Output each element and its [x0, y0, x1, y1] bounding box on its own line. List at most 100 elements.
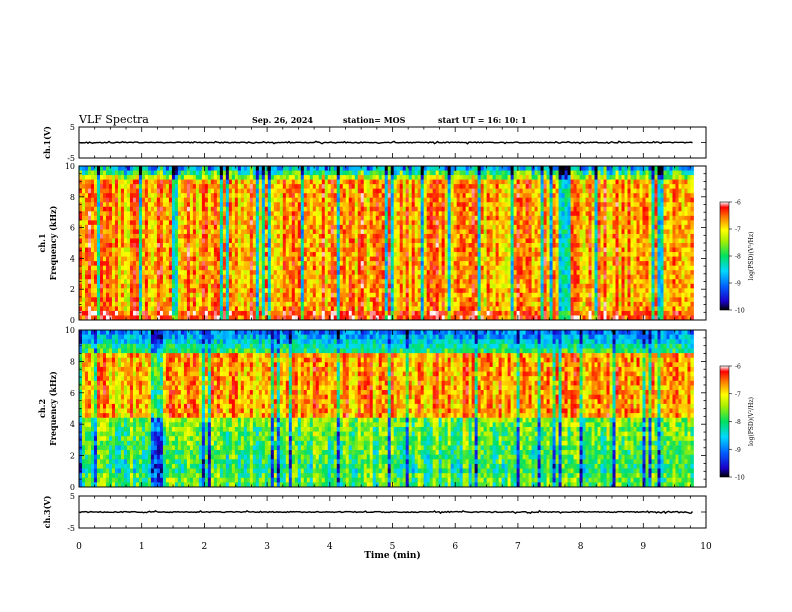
spectrogram-cell: [372, 288, 377, 294]
spectrogram-cell: [495, 229, 500, 235]
spectrogram-cell: [294, 166, 299, 171]
spectrogram-cell: [276, 310, 281, 316]
spectrogram-cell: [177, 175, 182, 180]
spectrogram-cell: [384, 274, 389, 280]
spectrogram-cell: [258, 202, 263, 208]
spectrogram-cell: [303, 310, 308, 316]
spectrogram-cell: [495, 197, 500, 203]
spectrogram-cell: [228, 229, 233, 235]
spectrogram-cell: [387, 202, 392, 208]
spectrogram-cell: [111, 175, 116, 180]
spectrogram-cell: [318, 211, 323, 217]
spectrogram-cell: [270, 243, 275, 248]
spectrogram-cell: [138, 297, 143, 303]
spectrogram-cell: [267, 315, 272, 321]
spectrogram-cell: [396, 202, 401, 208]
spectrogram-cell: [309, 292, 314, 298]
spectrogram-cell: [381, 220, 386, 226]
spectrogram-cell: [378, 233, 383, 239]
spectrogram-cell: [486, 238, 491, 244]
spectrogram-cell: [489, 252, 494, 257]
spectrogram-cell: [186, 215, 191, 221]
spectrogram-cell: [264, 301, 269, 307]
spectrogram-cell: [414, 188, 419, 194]
spectrogram-cell: [366, 297, 371, 303]
spectrogram-cell: [354, 197, 359, 203]
spectrogram-cell: [150, 179, 155, 185]
spectrogram-cell: [342, 301, 347, 307]
spectrogram-cell: [456, 252, 461, 257]
spectrogram-cell: [270, 306, 275, 312]
spectrogram-cell: [351, 265, 356, 271]
spectrogram-cell: [501, 315, 506, 321]
spectrogram-cell: [489, 215, 494, 221]
spectrogram-cell: [165, 211, 170, 217]
spectrogram-cell: [507, 247, 512, 253]
spectrogram-cell: [333, 297, 338, 303]
spectrogram-cell: [429, 256, 434, 262]
spectrogram-cell: [447, 184, 452, 190]
spectrogram-cell: [300, 243, 305, 248]
spectrogram-cell: [297, 193, 302, 199]
spectrogram-cell: [378, 310, 383, 316]
spectrogram-cell: [159, 220, 164, 226]
spectrogram-cell: [192, 211, 197, 217]
spectrogram-cell: [297, 197, 302, 203]
spectrogram-cell: [168, 175, 173, 180]
spectrogram-cell: [501, 301, 506, 307]
spectrogram-cell: [264, 197, 269, 203]
spectrogram-cell: [465, 238, 470, 244]
spectrogram-cell: [213, 270, 218, 276]
spectrogram-cell: [330, 288, 335, 294]
spectrogram-cell: [93, 306, 98, 312]
spectrogram-cell: [171, 202, 176, 208]
spectrogram-cell: [309, 202, 314, 208]
spectrogram-cell: [120, 252, 125, 257]
spectrogram-cell: [420, 247, 425, 253]
spectrogram-cell: [138, 175, 143, 180]
spectrogram-cell: [450, 279, 455, 285]
spectrogram-cell: [82, 238, 86, 244]
spectrogram-cell: [378, 170, 383, 176]
spectrogram-cell: [186, 256, 191, 262]
spectrogram-cell: [489, 243, 494, 248]
spectrogram-cell: [198, 215, 203, 221]
spectrogram-cell: [369, 215, 374, 221]
spectrogram-cell: [231, 270, 236, 276]
spectrogram-cell: [189, 292, 194, 298]
spectrogram-cell: [150, 306, 155, 312]
spectrogram-cell: [363, 197, 368, 203]
spectrogram-cell: [207, 229, 212, 235]
spectrogram-cell: [108, 252, 113, 257]
spectrogram-cell: [381, 184, 386, 190]
spectrogram-cell: [219, 170, 224, 176]
spectrogram-cell: [288, 229, 293, 235]
spectrogram-cell: [144, 270, 149, 276]
spectrogram-cell: [201, 233, 206, 239]
spectrogram-cell: [192, 252, 197, 257]
spectrogram-cell: [171, 292, 176, 298]
spectrogram-cell: [435, 188, 440, 194]
spectrogram-cell: [432, 179, 437, 185]
spectrogram-cell: [441, 261, 446, 267]
spectrogram-cell: [159, 274, 164, 280]
spectrogram-cell: [108, 179, 113, 185]
spectrogram-cell: [87, 274, 92, 280]
spectrogram-cell: [159, 243, 164, 248]
spectrogram-cell: [453, 247, 458, 253]
spectrogram-cell: [486, 202, 491, 208]
spectrogram-cell: [474, 166, 479, 171]
spectrogram-cell: [216, 315, 221, 321]
spectrogram-cell: [366, 292, 371, 298]
spectrogram-cell: [477, 288, 482, 294]
spectrogram-cell: [399, 265, 404, 271]
spectrogram-cell: [438, 215, 443, 221]
spectrogram-cell: [141, 279, 146, 285]
spectrogram-cell: [402, 283, 407, 289]
spectrogram-cell: [246, 193, 251, 199]
spectrogram-cell: [180, 220, 185, 226]
spectrogram-cell: [240, 224, 245, 230]
spectrogram-cell: [201, 197, 206, 203]
spectrogram-cell: [213, 247, 218, 253]
spectrogram-cell: [114, 279, 119, 285]
